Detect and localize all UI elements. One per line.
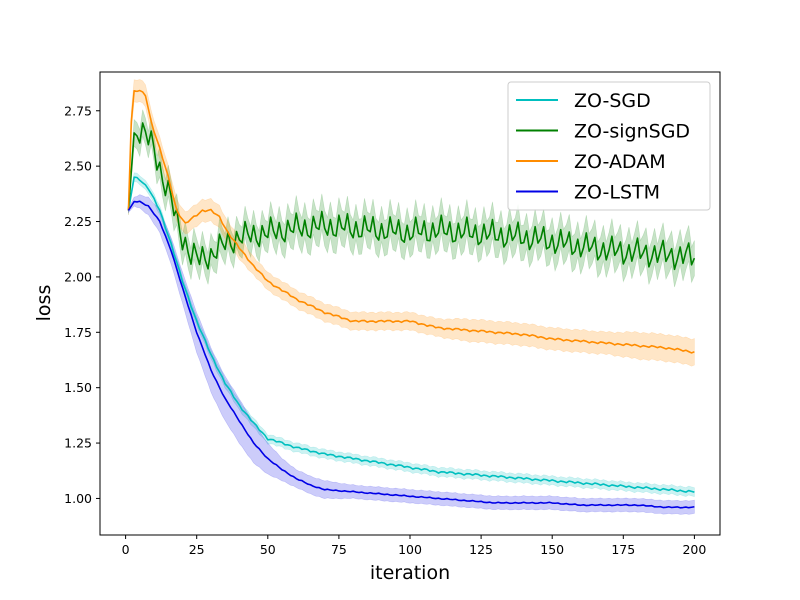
x-tick-label: 75 [331, 542, 347, 557]
y-tick-label: 2.00 [64, 269, 92, 284]
x-tick-label: 150 [540, 542, 564, 557]
legend-box [507, 81, 711, 211]
line-zo-signsgd [127, 122, 696, 271]
x-axis-ticks: 0 25 50 75 100 125 150 175 200 [122, 535, 706, 557]
y-axis-ticks: 1.00 1.25 1.50 1.75 2.00 2.25 2.50 2.75 [64, 103, 100, 506]
y-tick-label: 1.50 [64, 380, 92, 395]
x-tick-label: 175 [611, 542, 635, 557]
band-zo-sgd [128, 172, 695, 498]
line-zo-adam [127, 89, 695, 354]
series-lines [127, 89, 696, 509]
x-tick-label: 125 [469, 542, 493, 557]
x-tick-label: 25 [189, 542, 205, 557]
legend: ZO-SGD ZO-signSGD ZO-ADAM ZO-LSTM [507, 81, 711, 211]
legend-label-zo-sgd: ZO-SGD [574, 90, 651, 112]
y-tick-label: 2.25 [64, 214, 92, 229]
line-zo-lstm [127, 200, 695, 509]
x-tick-label: 0 [122, 542, 130, 557]
y-tick-label: 2.50 [64, 159, 92, 174]
band-zo-adam [128, 79, 695, 367]
x-tick-label: 50 [260, 542, 276, 557]
legend-label-zo-signsgd: ZO-signSGD [574, 121, 690, 143]
legend-label-zo-lstm: ZO-LSTM [574, 182, 660, 204]
y-axis-label: loss [33, 285, 55, 322]
band-zo-lstm [128, 194, 695, 515]
legend-label-zo-adam: ZO-ADAM [574, 151, 666, 173]
x-tick-label: 100 [398, 542, 422, 557]
line-zo-sgd [127, 176, 695, 493]
x-axis-label: iteration [370, 562, 450, 584]
x-tick-label: 200 [682, 542, 706, 557]
y-tick-label: 1.75 [64, 325, 92, 340]
y-tick-label: 2.75 [64, 103, 92, 118]
y-tick-label: 1.25 [64, 436, 92, 451]
y-tick-label: 1.00 [64, 491, 92, 506]
